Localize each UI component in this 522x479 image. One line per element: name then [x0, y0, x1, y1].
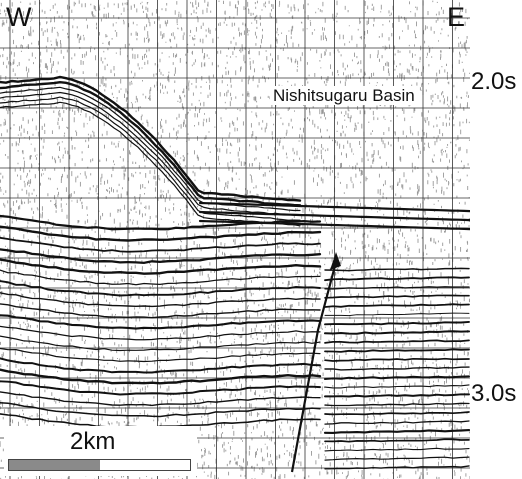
basin-name-label: Nishitsugaru Basin — [270, 86, 418, 105]
scale-bar — [8, 459, 191, 471]
scale-bar-label: 2km — [70, 428, 116, 455]
time-mark-top: 2.0s — [471, 68, 517, 95]
direction-east-label: E — [447, 2, 466, 32]
time-mark-bottom: 3.0s — [471, 380, 517, 407]
fault-line — [290, 261, 338, 473]
direction-west-label: W — [6, 2, 32, 32]
scale-bar-dark-segment — [9, 460, 100, 470]
reflector-lines — [0, 75, 470, 470]
fault-arrow-head — [330, 252, 341, 270]
seismic-reflection-profile — [0, 0, 470, 479]
